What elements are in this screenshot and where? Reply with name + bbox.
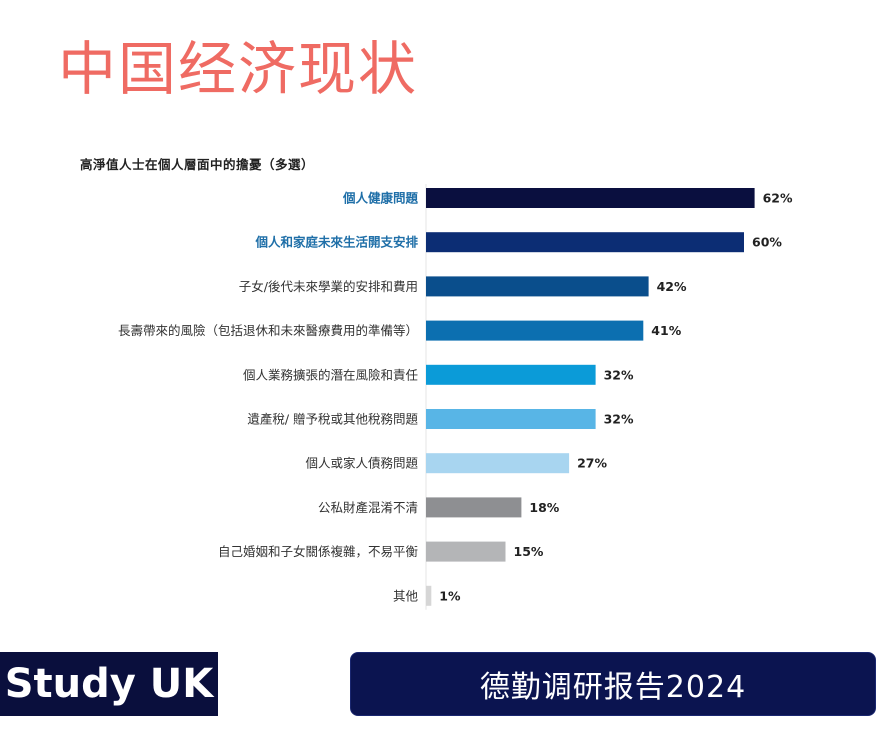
bar — [426, 188, 755, 208]
value-label: 1% — [439, 588, 461, 603]
value-label: 15% — [514, 544, 544, 559]
category-label: 子女/後代未來學業的安排和費用 — [239, 279, 418, 294]
bar — [426, 364, 596, 385]
page-title: 中国经济现状 — [58, 35, 419, 103]
value-label: 32% — [604, 412, 634, 427]
category-label: 長壽帶來的風險（包括退休和未來醫療費用的準備等） — [118, 323, 418, 338]
category-label: 公私財產混淆不清 — [318, 500, 418, 515]
bar — [426, 409, 596, 429]
chart-title: 高淨值人士在個人層面中的擔憂（多選） — [80, 157, 315, 172]
bar — [426, 453, 570, 474]
value-label: 62% — [763, 191, 793, 206]
category-label: 遺產稅/ 贈予稅或其他稅務問題 — [247, 412, 418, 427]
bar — [426, 232, 744, 253]
bar — [426, 320, 644, 341]
value-label: 41% — [651, 323, 681, 338]
bar — [426, 541, 506, 562]
value-label: 32% — [604, 367, 634, 382]
category-label: 個人業務擴張的潛在風險和責任 — [243, 367, 418, 382]
category-label: 個人健康問題 — [342, 191, 419, 206]
bar — [426, 276, 649, 297]
brand-logo: Study UK — [0, 652, 218, 716]
category-label: 自己婚姻和子女關係複雜，不易平衡 — [218, 544, 418, 559]
bar — [426, 497, 522, 518]
category-label: 個人或家人債務問題 — [305, 456, 418, 471]
source-text: 德勤调研报告2024 — [479, 670, 747, 705]
source-banner: 德勤调研报告2024 — [350, 652, 876, 716]
value-label: 18% — [529, 500, 559, 515]
bar — [426, 585, 432, 606]
brand-text: Study UK — [4, 661, 214, 707]
category-label: 其他 — [393, 588, 419, 603]
value-label: 42% — [657, 279, 687, 294]
bar-chart: 個人健康問題 62% 個人和家庭未來生活開支安排 60% 子女/後代未來學業的安排和費用… — [0, 176, 880, 616]
value-label: 60% — [752, 235, 782, 250]
bar-chart-svg: 個人健康問題 62% 個人和家庭未來生活開支安排 60% 子女/後代未來學業的安排和費用… — [118, 184, 793, 610]
category-label: 個人和家庭未來生活開支安排 — [254, 235, 418, 250]
value-label: 27% — [577, 456, 607, 471]
